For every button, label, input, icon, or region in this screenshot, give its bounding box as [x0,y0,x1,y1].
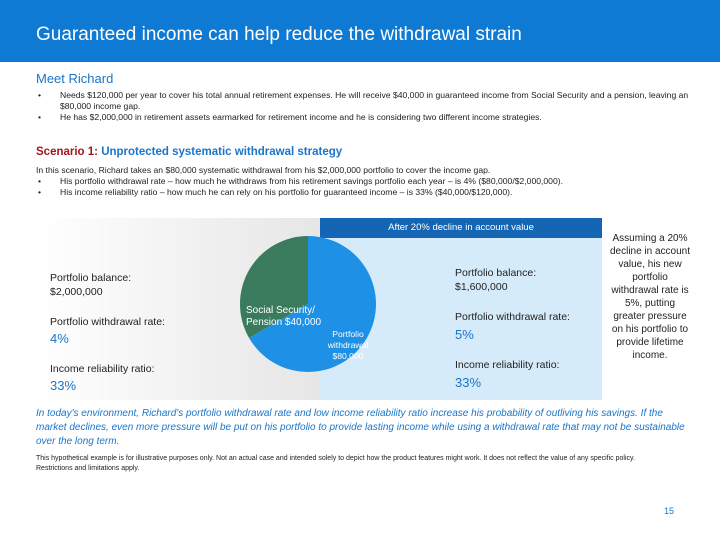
scenario-title: Unprotected systematic withdrawal strate… [101,146,343,158]
summary: In today's environment, Richard's portfo… [36,408,685,447]
panel-right-header: After 20% decline in account value [320,218,602,238]
left-ratio-label: Income reliability ratio: [50,363,155,375]
right-ratio: 33% [455,375,482,390]
pie-slice-ss [239,236,308,338]
pie-label-ss: Social Security/ Pension $40,000 [246,305,322,328]
bullet: He has $2,000,000 in retirement assets e… [38,112,710,123]
bullet: Needs $120,000 per year to cover his tot… [38,90,710,112]
pie-slice-portfolio [249,236,376,373]
intro-heading: Meet Richard [36,71,114,86]
right-rate-label: Portfolio withdrawal rate: [455,311,570,323]
pie-label-portfolio: Portfolio withdrawal $80,000 [327,329,369,361]
page-number: 15 [664,506,675,516]
scenario-bullets: His portfolio withdrawal rate – how much… [36,176,720,198]
left-balance: Portfolio balance: $2,000,000 [50,272,132,298]
left-rate: 4% [50,331,69,346]
right-rate: 5% [455,327,474,342]
side-note: Assuming a 20% decline in account value,… [609,233,691,361]
bullet: His income reliability ratio – how much … [38,187,720,198]
right-ratio-label: Income reliability ratio: [455,359,560,371]
intro-bullets: Needs $120,000 per year to cover his tot… [36,90,710,123]
header-bar: Guaranteed income can help reduce the wi… [0,0,720,62]
scenario-label: Scenario 1: [36,146,98,158]
left-ratio: 33% [50,378,77,393]
bullet: His portfolio withdrawal rate – how much… [38,176,720,187]
scenario-heading: Scenario 1: Unprotected systematic withd… [36,146,342,158]
right-balance: Portfolio balance: $1,600,000 [455,267,537,293]
scenario-text: In this scenario, Richard takes an $80,0… [36,165,491,175]
title: Guaranteed income can help reduce the wi… [36,24,522,45]
footnote: This hypothetical example is for illustr… [36,455,635,472]
left-rate-label: Portfolio withdrawal rate: [50,316,165,328]
